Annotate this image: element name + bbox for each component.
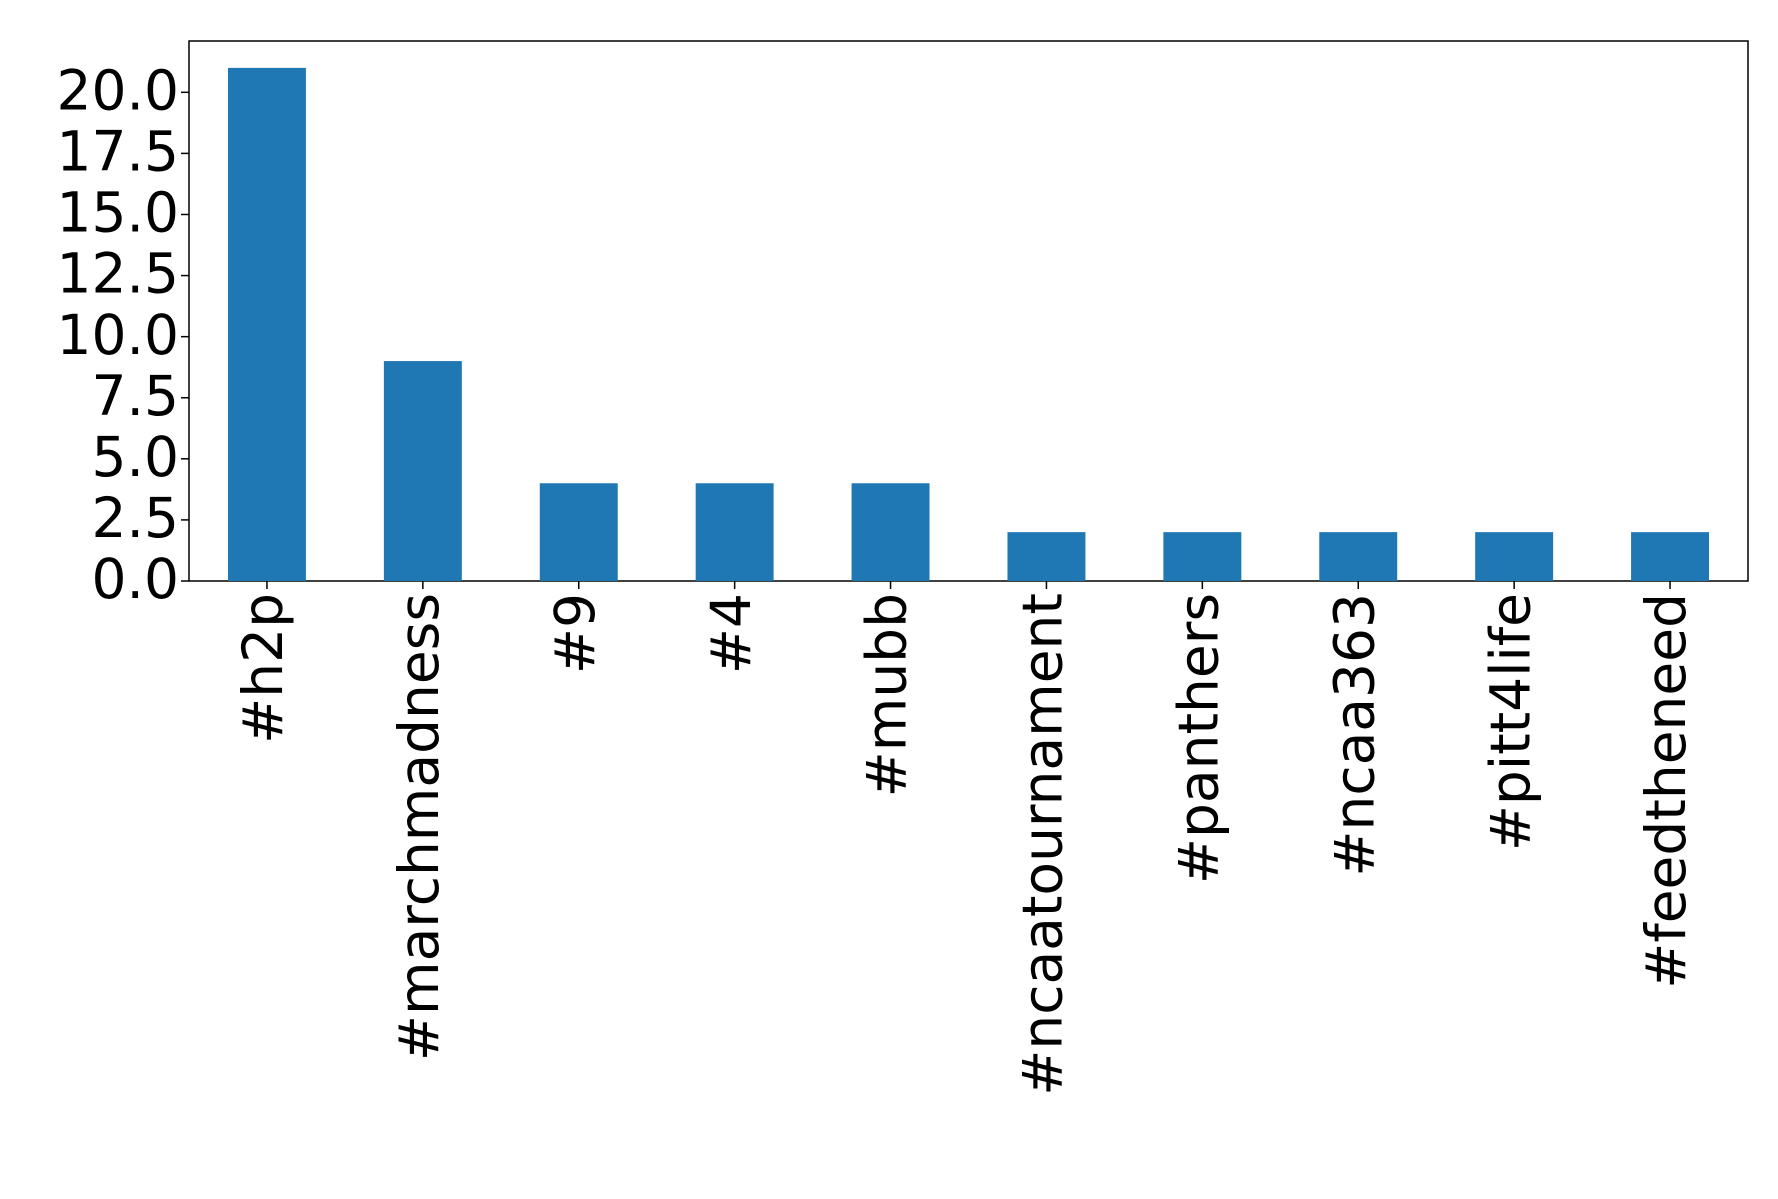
y-tick-label: 5.0 xyxy=(92,425,179,489)
bar xyxy=(1631,532,1710,581)
y-tick-label: 20.0 xyxy=(57,58,179,122)
bar xyxy=(695,483,774,581)
bar xyxy=(1007,532,1086,581)
bar xyxy=(539,483,618,581)
x-tick-label: #ncaatournament xyxy=(1011,593,1075,1096)
bar xyxy=(1475,532,1554,581)
y-tick-label: 17.5 xyxy=(57,120,179,184)
y-tick-label: 7.5 xyxy=(92,364,179,428)
bar xyxy=(851,483,930,581)
x-tick-label: #panthers xyxy=(1166,593,1230,884)
x-tick-label: #h2p xyxy=(231,593,295,744)
x-tick-label: #marchmadness xyxy=(387,593,451,1061)
x-tick-label: #9 xyxy=(543,593,607,674)
bar xyxy=(383,361,462,581)
plot-frame xyxy=(188,40,1749,582)
bar xyxy=(1319,532,1398,581)
x-tick-label: #4 xyxy=(699,593,763,674)
x-tick-label: #feedtheneed xyxy=(1634,593,1698,989)
y-tick-label: 12.5 xyxy=(57,242,179,306)
x-tick-label: #pitt4life xyxy=(1478,593,1542,851)
x-tick-label: #mubb xyxy=(855,593,919,797)
x-tick-label: #ncaa363 xyxy=(1322,593,1386,877)
y-tick-label: 2.5 xyxy=(92,486,179,550)
y-tick-label: 0.0 xyxy=(92,547,179,611)
bar xyxy=(1163,532,1242,581)
bar xyxy=(227,67,306,582)
y-tick-label: 15.0 xyxy=(57,181,179,245)
y-tick-label: 10.0 xyxy=(57,303,179,367)
